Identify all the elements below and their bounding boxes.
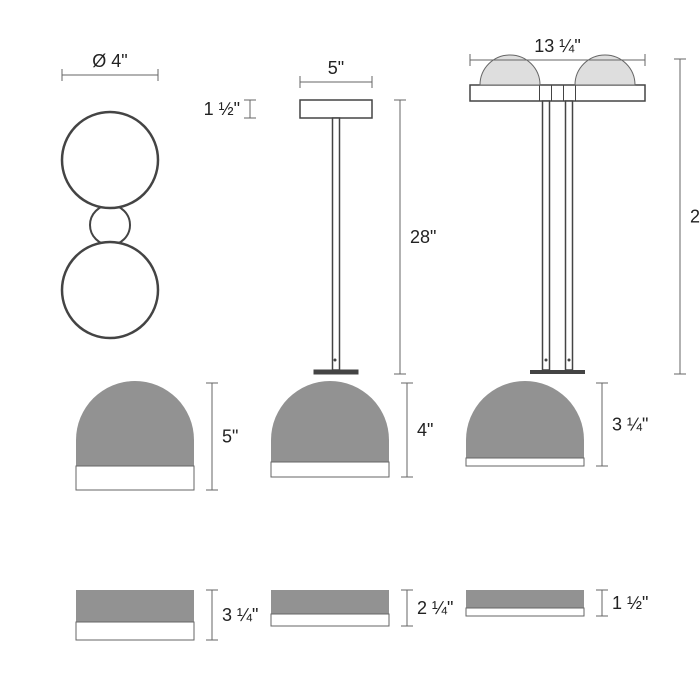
head-profile	[76, 381, 194, 490]
head-profile-flat	[466, 590, 584, 616]
head-row2-0: 3 ¼"	[222, 605, 258, 625]
head-profile	[271, 381, 389, 477]
head-profile-flat	[271, 590, 389, 626]
head-row1-2: 3 ¼"	[612, 415, 648, 435]
front-view-height: 29 ¾"	[690, 207, 700, 227]
head-row2-2: 1 ½"	[612, 593, 648, 613]
side-view-width: 5"	[328, 58, 344, 78]
front-view-width: 13 ¼"	[534, 36, 580, 56]
side-view	[300, 100, 372, 374]
top-view	[62, 112, 158, 338]
head-profile-flat	[76, 590, 194, 640]
top-view-diameter: Ø 4"	[92, 51, 127, 71]
side-view-cap-height: 1 ½"	[204, 99, 240, 119]
head-row1-0: 5"	[222, 427, 238, 447]
head-profile	[466, 381, 584, 466]
front-view	[470, 55, 645, 374]
side-view-height: 28"	[410, 227, 436, 247]
head-row2-1: 2 ¼"	[417, 598, 453, 618]
head-row1-1: 4"	[417, 420, 433, 440]
dimension-diagram: Ø 4" 5" 1 ½" 28" 13 ¼" 29 ¾" 5" 4" 3 ¼" 3 ¼" 2 ¼" 1…	[0, 0, 700, 700]
